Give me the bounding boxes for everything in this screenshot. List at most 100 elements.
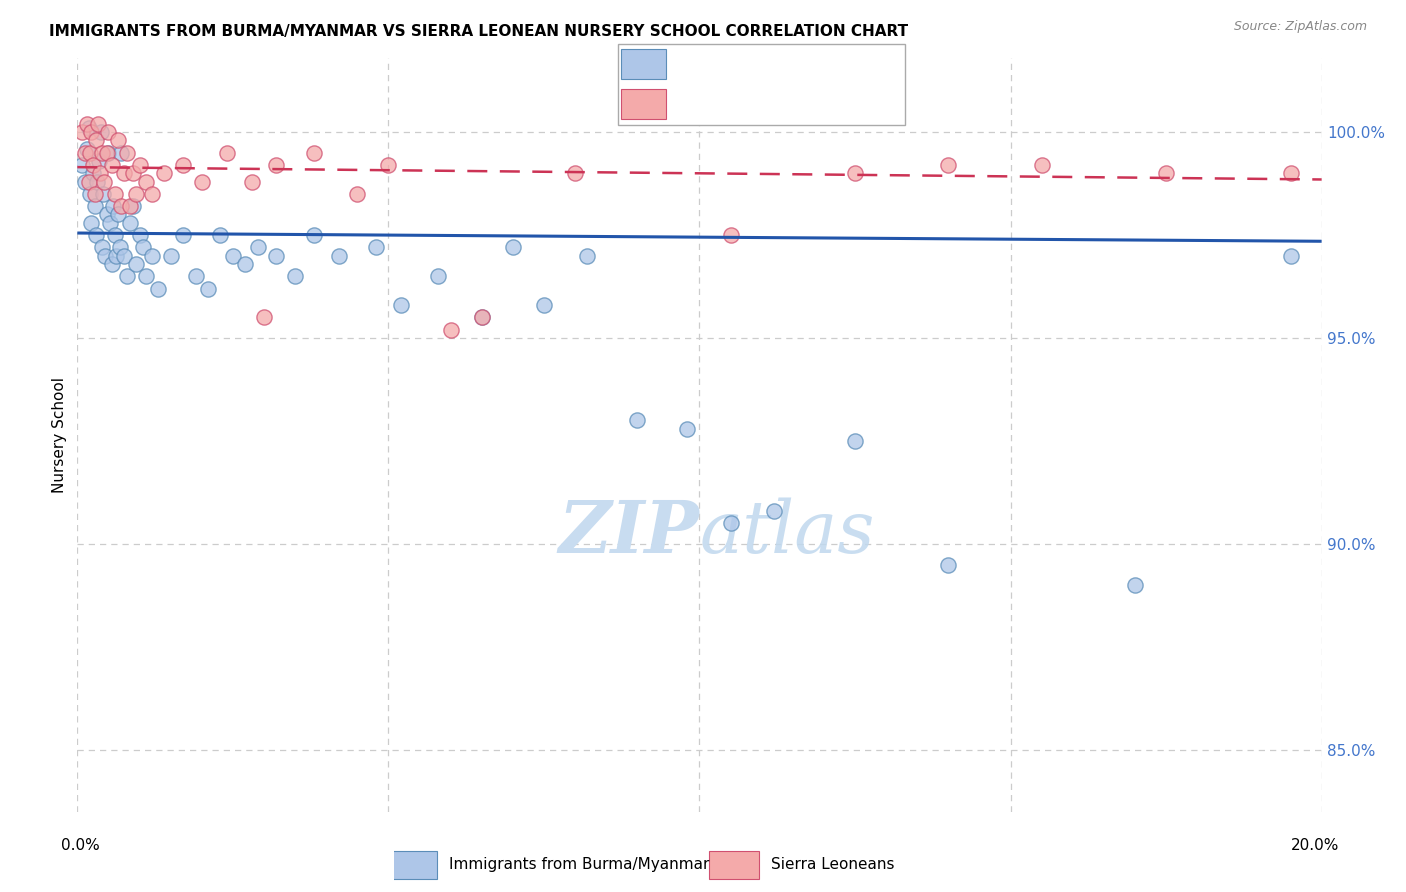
Point: [98, 216, 121, 230]
Point: [108, 240, 131, 254]
Point: [222, 249, 245, 263]
Point: [91, 240, 114, 254]
Point: [153, 166, 176, 180]
Point: [1154, 166, 1177, 180]
Point: [266, 158, 288, 172]
Point: [112, 166, 135, 180]
Point: [76, 142, 98, 156]
Point: [122, 199, 145, 213]
Point: [135, 269, 157, 284]
FancyBboxPatch shape: [617, 45, 905, 125]
Point: [125, 257, 148, 271]
Point: [104, 228, 127, 243]
Point: [82, 166, 104, 180]
Point: [1279, 166, 1302, 180]
Point: [112, 249, 135, 263]
Point: [209, 228, 232, 243]
Point: [266, 249, 288, 263]
Point: [471, 310, 494, 325]
Text: R =: R =: [675, 96, 709, 112]
Point: [215, 145, 238, 160]
Point: [302, 228, 325, 243]
Point: [115, 145, 138, 160]
Point: [90, 125, 112, 139]
Point: [100, 257, 122, 271]
Point: [1031, 158, 1053, 172]
Point: [79, 145, 101, 160]
Point: [72, 125, 94, 139]
Point: [131, 240, 153, 254]
Point: [96, 207, 118, 221]
Point: [94, 249, 117, 263]
Point: [676, 422, 699, 436]
Text: 0.0%: 0.0%: [60, 838, 100, 853]
Point: [96, 145, 118, 160]
Point: [73, 175, 96, 189]
Point: [564, 166, 586, 180]
Point: [128, 228, 150, 243]
Point: [844, 434, 866, 448]
Point: [1123, 578, 1146, 592]
Point: [159, 249, 181, 263]
Point: [86, 175, 108, 189]
Point: [233, 257, 256, 271]
Point: [77, 120, 100, 135]
Point: [76, 117, 98, 131]
Point: [87, 153, 110, 168]
Point: [720, 228, 742, 243]
Point: [125, 186, 148, 201]
Point: [104, 186, 127, 201]
Point: [471, 310, 494, 325]
Point: [148, 282, 170, 296]
Point: [93, 186, 115, 201]
Point: [84, 133, 107, 147]
Text: R =: R =: [675, 56, 709, 71]
Point: [141, 186, 163, 201]
Point: [84, 228, 107, 243]
Point: [83, 186, 105, 201]
Point: [91, 145, 114, 160]
Point: [844, 166, 866, 180]
Point: [80, 125, 103, 139]
Point: [87, 117, 110, 131]
FancyBboxPatch shape: [620, 49, 666, 79]
Point: [253, 310, 276, 325]
Point: [440, 323, 463, 337]
Point: [427, 269, 450, 284]
Point: [172, 228, 194, 243]
FancyBboxPatch shape: [709, 851, 759, 880]
Point: [284, 269, 307, 284]
Text: -0.020: -0.020: [717, 96, 772, 112]
Point: [115, 269, 138, 284]
Point: [302, 145, 325, 160]
Text: IMMIGRANTS FROM BURMA/MYANMAR VS SIERRA LEONEAN NURSERY SCHOOL CORRELATION CHART: IMMIGRANTS FROM BURMA/MYANMAR VS SIERRA …: [49, 24, 908, 39]
Point: [110, 199, 132, 213]
Point: [100, 158, 122, 172]
Y-axis label: Nursery School: Nursery School: [52, 376, 67, 493]
Point: [377, 158, 399, 172]
Text: 20.0%: 20.0%: [1291, 838, 1339, 853]
Point: [240, 175, 263, 189]
Text: Source: ZipAtlas.com: Source: ZipAtlas.com: [1233, 20, 1367, 33]
Point: [104, 249, 127, 263]
Text: Sierra Leoneans: Sierra Leoneans: [770, 857, 894, 872]
Text: N = 63: N = 63: [806, 56, 862, 71]
Point: [72, 158, 94, 172]
Point: [89, 166, 111, 180]
Point: [79, 186, 101, 201]
Point: [103, 199, 125, 213]
Point: [389, 298, 412, 312]
FancyBboxPatch shape: [388, 851, 437, 880]
Point: [626, 413, 648, 427]
Point: [720, 516, 742, 531]
Point: [938, 158, 960, 172]
Point: [141, 249, 163, 263]
Point: [135, 175, 157, 189]
Text: ZIP: ZIP: [558, 498, 700, 568]
Point: [502, 240, 524, 254]
Point: [110, 145, 132, 160]
Point: [197, 282, 219, 296]
Point: [80, 216, 103, 230]
Point: [122, 166, 145, 180]
Point: [97, 145, 120, 160]
